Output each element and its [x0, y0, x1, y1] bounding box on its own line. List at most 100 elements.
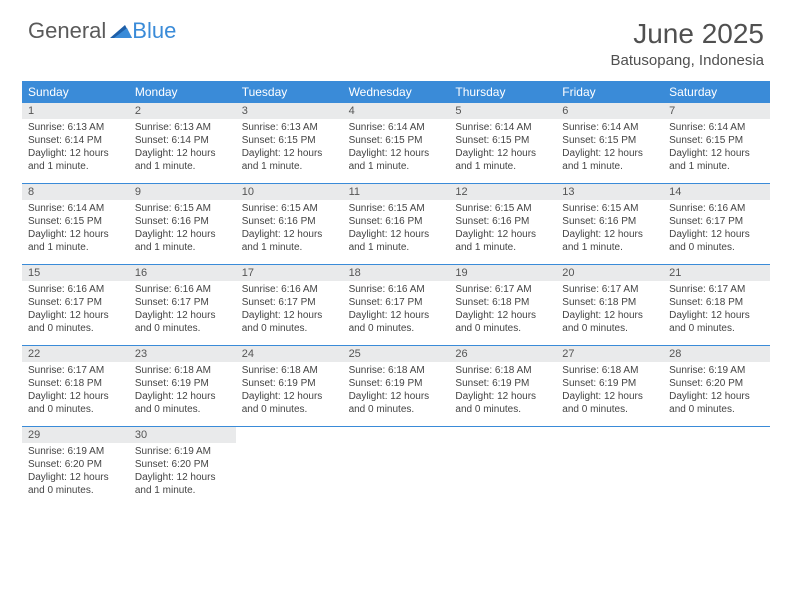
calendar: SundayMondayTuesdayWednesdayThursdayFrid… [22, 81, 770, 507]
day-content [449, 443, 556, 501]
sunrise-text: Sunrise: 6:17 AM [28, 364, 123, 377]
sunset-text: Sunset: 6:18 PM [669, 296, 764, 309]
daylight-text: Daylight: 12 hours and 1 minute. [562, 147, 657, 173]
day-number: 8 [22, 184, 129, 200]
day-content [343, 443, 450, 501]
day-number: 9 [129, 184, 236, 200]
sunrise-text: Sunrise: 6:18 AM [135, 364, 230, 377]
sunset-text: Sunset: 6:15 PM [669, 134, 764, 147]
daylight-text: Daylight: 12 hours and 1 minute. [455, 147, 550, 173]
daylight-text: Daylight: 12 hours and 0 minutes. [28, 390, 123, 416]
calendar-day: 18Sunrise: 6:16 AMSunset: 6:17 PMDayligh… [343, 265, 450, 345]
daylight-text: Daylight: 12 hours and 0 minutes. [669, 228, 764, 254]
calendar-day: 16Sunrise: 6:16 AMSunset: 6:17 PMDayligh… [129, 265, 236, 345]
calendar-day: 9Sunrise: 6:15 AMSunset: 6:16 PMDaylight… [129, 184, 236, 264]
sunrise-text: Sunrise: 6:14 AM [28, 202, 123, 215]
sunset-text: Sunset: 6:16 PM [242, 215, 337, 228]
calendar-day: 4Sunrise: 6:14 AMSunset: 6:15 PMDaylight… [343, 103, 450, 183]
daylight-text: Daylight: 12 hours and 1 minute. [242, 147, 337, 173]
day-number: 10 [236, 184, 343, 200]
sunset-text: Sunset: 6:15 PM [242, 134, 337, 147]
sunset-text: Sunset: 6:16 PM [135, 215, 230, 228]
daylight-text: Daylight: 12 hours and 1 minute. [562, 228, 657, 254]
daylight-text: Daylight: 12 hours and 1 minute. [135, 147, 230, 173]
day-number: 20 [556, 265, 663, 281]
sunrise-text: Sunrise: 6:18 AM [455, 364, 550, 377]
sunset-text: Sunset: 6:15 PM [562, 134, 657, 147]
day-content: Sunrise: 6:18 AMSunset: 6:19 PMDaylight:… [236, 362, 343, 426]
calendar-day: 22Sunrise: 6:17 AMSunset: 6:18 PMDayligh… [22, 346, 129, 426]
sunrise-text: Sunrise: 6:18 AM [349, 364, 444, 377]
logo: General Blue [28, 18, 176, 44]
day-number: 28 [663, 346, 770, 362]
calendar-day: 30Sunrise: 6:19 AMSunset: 6:20 PMDayligh… [129, 427, 236, 507]
day-number: 14 [663, 184, 770, 200]
calendar-day: 27Sunrise: 6:18 AMSunset: 6:19 PMDayligh… [556, 346, 663, 426]
day-number: 15 [22, 265, 129, 281]
calendar-day: 26Sunrise: 6:18 AMSunset: 6:19 PMDayligh… [449, 346, 556, 426]
weekday-header: Saturday [663, 81, 770, 103]
day-content: Sunrise: 6:13 AMSunset: 6:15 PMDaylight:… [236, 119, 343, 183]
day-content: Sunrise: 6:16 AMSunset: 6:17 PMDaylight:… [129, 281, 236, 345]
sunrise-text: Sunrise: 6:14 AM [349, 121, 444, 134]
daylight-text: Daylight: 12 hours and 0 minutes. [455, 309, 550, 335]
day-number: 25 [343, 346, 450, 362]
sunset-text: Sunset: 6:16 PM [562, 215, 657, 228]
sunrise-text: Sunrise: 6:16 AM [349, 283, 444, 296]
day-content: Sunrise: 6:15 AMSunset: 6:16 PMDaylight:… [556, 200, 663, 264]
day-number: 17 [236, 265, 343, 281]
day-number: 13 [556, 184, 663, 200]
daylight-text: Daylight: 12 hours and 0 minutes. [669, 390, 764, 416]
sunrise-text: Sunrise: 6:15 AM [562, 202, 657, 215]
day-content: Sunrise: 6:14 AMSunset: 6:15 PMDaylight:… [343, 119, 450, 183]
day-number: 19 [449, 265, 556, 281]
month-year: June 2025 [611, 18, 764, 50]
calendar-day: 6Sunrise: 6:14 AMSunset: 6:15 PMDaylight… [556, 103, 663, 183]
sunset-text: Sunset: 6:15 PM [349, 134, 444, 147]
daylight-text: Daylight: 12 hours and 1 minute. [135, 471, 230, 497]
calendar-week: 22Sunrise: 6:17 AMSunset: 6:18 PMDayligh… [22, 346, 770, 427]
calendar-day: 11Sunrise: 6:15 AMSunset: 6:16 PMDayligh… [343, 184, 450, 264]
weekday-header: Monday [129, 81, 236, 103]
daylight-text: Daylight: 12 hours and 0 minutes. [669, 309, 764, 335]
day-number [449, 427, 556, 443]
sunrise-text: Sunrise: 6:17 AM [669, 283, 764, 296]
sunrise-text: Sunrise: 6:19 AM [669, 364, 764, 377]
sunrise-text: Sunrise: 6:15 AM [349, 202, 444, 215]
daylight-text: Daylight: 12 hours and 1 minute. [242, 228, 337, 254]
logo-text-general: General [28, 18, 106, 44]
day-content: Sunrise: 6:15 AMSunset: 6:16 PMDaylight:… [129, 200, 236, 264]
sunrise-text: Sunrise: 6:13 AM [135, 121, 230, 134]
sunrise-text: Sunrise: 6:17 AM [455, 283, 550, 296]
sunset-text: Sunset: 6:14 PM [28, 134, 123, 147]
day-number: 21 [663, 265, 770, 281]
location: Batusopang, Indonesia [611, 52, 764, 69]
calendar-day: 3Sunrise: 6:13 AMSunset: 6:15 PMDaylight… [236, 103, 343, 183]
calendar-day: 5Sunrise: 6:14 AMSunset: 6:15 PMDaylight… [449, 103, 556, 183]
sunrise-text: Sunrise: 6:16 AM [28, 283, 123, 296]
sunrise-text: Sunrise: 6:19 AM [135, 445, 230, 458]
day-number: 26 [449, 346, 556, 362]
daylight-text: Daylight: 12 hours and 0 minutes. [135, 309, 230, 335]
day-content: Sunrise: 6:18 AMSunset: 6:19 PMDaylight:… [556, 362, 663, 426]
sunset-text: Sunset: 6:14 PM [135, 134, 230, 147]
calendar-day [236, 427, 343, 507]
calendar-body: 1Sunrise: 6:13 AMSunset: 6:14 PMDaylight… [22, 103, 770, 507]
daylight-text: Daylight: 12 hours and 0 minutes. [562, 390, 657, 416]
calendar-day: 17Sunrise: 6:16 AMSunset: 6:17 PMDayligh… [236, 265, 343, 345]
day-content: Sunrise: 6:17 AMSunset: 6:18 PMDaylight:… [556, 281, 663, 345]
calendar-day: 7Sunrise: 6:14 AMSunset: 6:15 PMDaylight… [663, 103, 770, 183]
daylight-text: Daylight: 12 hours and 0 minutes. [242, 309, 337, 335]
day-number: 18 [343, 265, 450, 281]
sunset-text: Sunset: 6:18 PM [562, 296, 657, 309]
calendar-day: 23Sunrise: 6:18 AMSunset: 6:19 PMDayligh… [129, 346, 236, 426]
sunrise-text: Sunrise: 6:14 AM [669, 121, 764, 134]
calendar-day: 25Sunrise: 6:18 AMSunset: 6:19 PMDayligh… [343, 346, 450, 426]
weekday-header: Thursday [449, 81, 556, 103]
calendar-day: 29Sunrise: 6:19 AMSunset: 6:20 PMDayligh… [22, 427, 129, 507]
sunrise-text: Sunrise: 6:16 AM [669, 202, 764, 215]
calendar-day: 12Sunrise: 6:15 AMSunset: 6:16 PMDayligh… [449, 184, 556, 264]
daylight-text: Daylight: 12 hours and 1 minute. [349, 147, 444, 173]
day-content: Sunrise: 6:17 AMSunset: 6:18 PMDaylight:… [449, 281, 556, 345]
day-content: Sunrise: 6:17 AMSunset: 6:18 PMDaylight:… [663, 281, 770, 345]
